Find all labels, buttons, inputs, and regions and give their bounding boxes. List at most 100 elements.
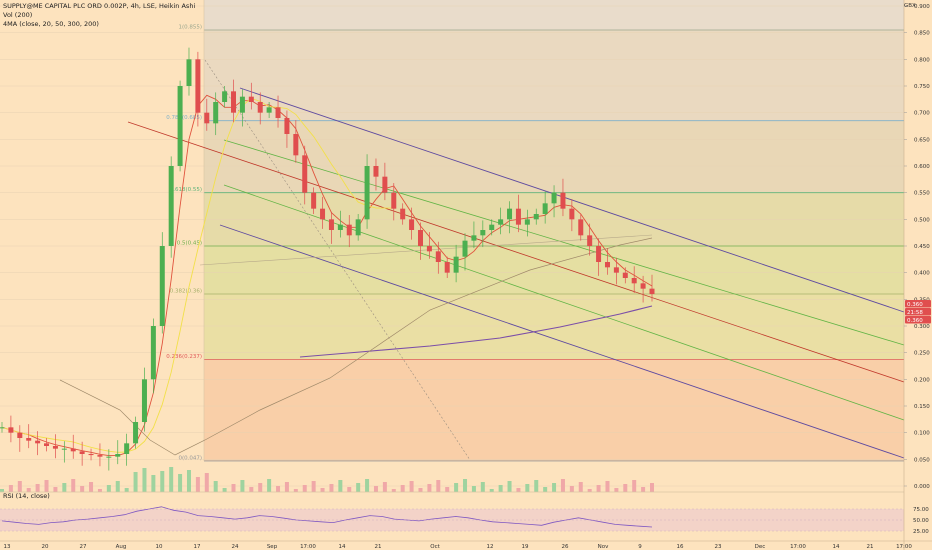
- volume-bar: [26, 488, 31, 492]
- candle-body: [604, 262, 610, 268]
- fib-label: 0.5(0.45): [177, 241, 202, 247]
- candle-body: [515, 208, 521, 225]
- volume-bar: [543, 487, 548, 492]
- volume-bar: [195, 477, 200, 492]
- y-tick-label: 0.200: [914, 377, 930, 383]
- candle-body: [44, 443, 50, 446]
- y-tick-label: 0.550: [914, 191, 930, 197]
- volume-bar: [8, 485, 13, 492]
- volume-bar: [471, 486, 476, 492]
- y-tick-label: 0.900: [914, 4, 930, 10]
- y-tick-label: 0.400: [914, 271, 930, 277]
- y-tick-label: 0.450: [914, 244, 930, 250]
- volume-bar: [338, 480, 343, 492]
- candle-body: [453, 256, 459, 273]
- x-tick-label: 9: [638, 544, 642, 550]
- candle-body: [551, 192, 557, 204]
- candle-body: [587, 235, 593, 246]
- volume-bar: [231, 484, 236, 492]
- candle-body: [302, 155, 308, 193]
- volume-bar: [650, 483, 654, 492]
- volume-bar: [80, 486, 85, 492]
- candle-body: [542, 203, 548, 214]
- volume-bar: [124, 488, 129, 492]
- x-tick-label: 17:00: [790, 544, 806, 550]
- chart-legend: SUPPLY@ME CAPITAL PLC ORD 0.002P, 4h, LS…: [3, 2, 195, 29]
- candle-body: [97, 455, 103, 457]
- rsi-tick-label: 75.00: [913, 507, 929, 513]
- price-badge-text: 0.360: [907, 302, 923, 308]
- candle-body: [578, 219, 584, 236]
- ma20-line: [1, 94, 653, 457]
- volume-bar: [53, 487, 58, 492]
- volume-bar: [596, 485, 601, 492]
- candle-body: [61, 448, 67, 450]
- candle-body: [569, 208, 575, 220]
- x-tick-label: 14: [833, 544, 840, 550]
- price-badge-text: 0.360: [907, 318, 923, 324]
- volume-bar: [516, 488, 521, 492]
- candle-body: [293, 134, 299, 156]
- rsi-tick-label: 50.00: [913, 518, 929, 524]
- volume-indicator-label[interactable]: Vol (200): [3, 11, 33, 19]
- y-tick-label: 0.650: [914, 137, 930, 143]
- rsi-line: [1, 506, 653, 528]
- candle-body: [444, 262, 450, 273]
- candle-body: [231, 91, 237, 113]
- candle-body: [649, 288, 655, 294]
- volume-bar: [552, 483, 557, 492]
- ma-indicator-label[interactable]: 4MA (close, 20, 50, 300, 200): [3, 20, 99, 28]
- symbol-title: SUPPLY@ME CAPITAL PLC ORD 0.002P, 4h, LS…: [3, 2, 196, 10]
- volume-bar: [240, 480, 245, 492]
- volume-bar: [347, 487, 352, 492]
- volume-bar: [311, 481, 316, 492]
- candle-body: [177, 86, 183, 166]
- x-tick-label: Sep: [267, 544, 278, 550]
- candle-body: [417, 230, 423, 246]
- candle-body: [257, 102, 263, 113]
- candle-body: [426, 246, 432, 252]
- fib-zone: [204, 246, 904, 294]
- candle-body: [560, 192, 566, 209]
- y-tick-label: 0.250: [914, 351, 930, 357]
- volume-bar: [409, 481, 414, 492]
- fib-label: 0.236(0.237): [166, 354, 202, 360]
- candle-body: [435, 251, 441, 262]
- volume-bar: [302, 485, 307, 492]
- candle-body: [613, 267, 619, 273]
- price-badge: [905, 308, 931, 316]
- candle-body: [524, 219, 530, 225]
- x-tick-label: 26: [562, 544, 569, 550]
- candle-body: [596, 246, 602, 262]
- channel-inner-upper-line: [223, 139, 905, 346]
- channel-inner-lower-line: [223, 184, 905, 421]
- volume-bar: [614, 488, 619, 492]
- candle-body: [8, 427, 14, 433]
- candle-body: [346, 224, 352, 236]
- y-tick-label: 0.050: [914, 457, 930, 463]
- trend-line: [199, 234, 653, 266]
- candle-body: [70, 448, 76, 452]
- volume-bar: [445, 487, 450, 492]
- volume-bar: [186, 470, 191, 492]
- fib-label: 0.382(0.36): [170, 289, 202, 295]
- volume-bar: [320, 488, 325, 492]
- volume-bar: [284, 482, 289, 492]
- volume-bar: [89, 482, 94, 492]
- x-tick-label: 12: [487, 544, 494, 550]
- candle-body: [266, 107, 272, 113]
- candle-body: [124, 443, 130, 454]
- x-tick-label: 27: [80, 544, 87, 550]
- x-tick-label: 16: [677, 544, 684, 550]
- candle-body: [373, 166, 379, 177]
- candle-body: [489, 224, 495, 230]
- candle-body: [248, 96, 254, 102]
- candle-body: [284, 118, 290, 134]
- candle-body: [88, 454, 94, 456]
- candle-body: [631, 278, 637, 284]
- rsi-indicator-label[interactable]: RSI (14, close): [3, 492, 50, 500]
- x-tick-label: 13: [4, 544, 11, 550]
- volume-bar: [641, 487, 646, 492]
- volume-bar: [71, 479, 76, 492]
